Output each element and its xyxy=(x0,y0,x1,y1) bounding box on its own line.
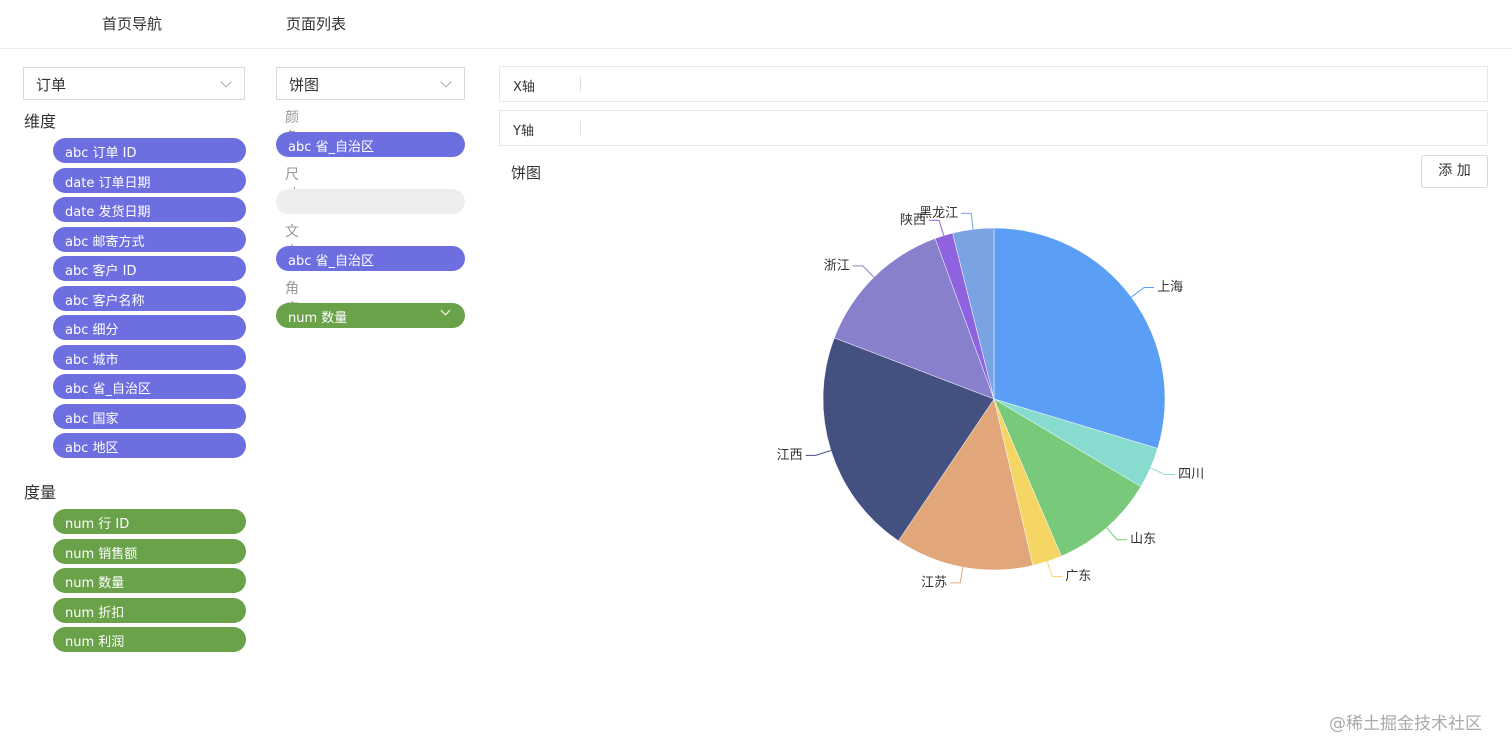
dimension-pill[interactable]: abc 客户 ID xyxy=(53,256,246,281)
field-pill[interactable]: abc 省_自治区 xyxy=(276,246,465,271)
measure-pill[interactable]: num 折扣 xyxy=(53,597,246,623)
slice-label: 浙江 xyxy=(824,258,850,273)
label-line xyxy=(1150,467,1176,476)
dataset-select[interactable]: 订单 xyxy=(23,67,245,100)
dimension-pill[interactable]: abc 省_自治区 xyxy=(53,374,246,399)
slice-label: 黑龙江 xyxy=(919,206,958,221)
field-pill[interactable]: abc 省_自治区 xyxy=(276,132,465,157)
field-empty[interactable] xyxy=(276,189,465,214)
measure-pill[interactable]: num 行 ID xyxy=(53,509,246,534)
watermark: @稀土掘金技术社区 xyxy=(1329,714,1482,734)
section-title: 度量 xyxy=(24,483,57,502)
dimension-pill[interactable]: date 发货日期 xyxy=(53,197,246,222)
y-axis-box[interactable]: Y轴 xyxy=(499,110,1488,146)
dimension-pill[interactable]: date 订单日期 xyxy=(53,167,246,193)
dimension-pill[interactable]: abc 城市 xyxy=(53,344,246,370)
dimension-pill[interactable]: abc 订单 ID xyxy=(53,138,246,163)
dimension-pill[interactable]: abc 细分 xyxy=(53,315,246,340)
label-line xyxy=(1106,527,1128,541)
measure-pill[interactable]: num 利润 xyxy=(53,627,246,652)
label-line xyxy=(929,219,945,236)
pie-slice xyxy=(898,398,1034,571)
nav-divider xyxy=(0,48,1512,49)
slice-label: 江苏 xyxy=(921,574,947,590)
slice-label: 广东 xyxy=(1065,569,1091,584)
label-line xyxy=(961,212,974,230)
measure-pill[interactable]: num 数量 xyxy=(53,568,246,593)
slice-label: 上海 xyxy=(1157,280,1183,295)
slice-label: 山东 xyxy=(1130,532,1156,547)
slice-label: 陕西 xyxy=(900,213,926,228)
dimension-pill[interactable]: abc 国家 xyxy=(53,403,246,429)
field-pill[interactable]: num 数量 xyxy=(276,303,465,328)
pie-slice xyxy=(993,227,1166,449)
add-button[interactable]: 添 加 xyxy=(1421,155,1488,188)
label-line xyxy=(852,265,875,278)
dimension-pill[interactable]: abc 邮寄方式 xyxy=(53,226,246,252)
panel-title: 饼图 xyxy=(511,164,542,182)
nav-link[interactable]: 页面列表 xyxy=(286,15,347,33)
chart-type-select[interactable]: 饼图 xyxy=(276,67,465,100)
label-line xyxy=(950,567,964,584)
label-line xyxy=(1130,287,1155,298)
dimension-pill[interactable]: abc 地区 xyxy=(53,433,246,458)
measure-pill[interactable]: num 销售额 xyxy=(53,538,246,564)
label-line xyxy=(805,450,832,456)
dimension-list: abc 订单 ID date 订单日期 date 发货日期 abc 邮寄方式 abc 客… xyxy=(0,0,260,470)
dimension-pill[interactable]: abc 客户名称 xyxy=(53,285,246,311)
x-axis-box[interactable]: X轴 xyxy=(499,66,1488,102)
slice-label: 江西 xyxy=(777,448,803,463)
label-line xyxy=(1046,561,1063,578)
slice-label: 四川 xyxy=(1178,467,1204,482)
section-title: 维度 xyxy=(24,112,57,131)
nav-link[interactable]: 首页导航 xyxy=(102,15,163,33)
